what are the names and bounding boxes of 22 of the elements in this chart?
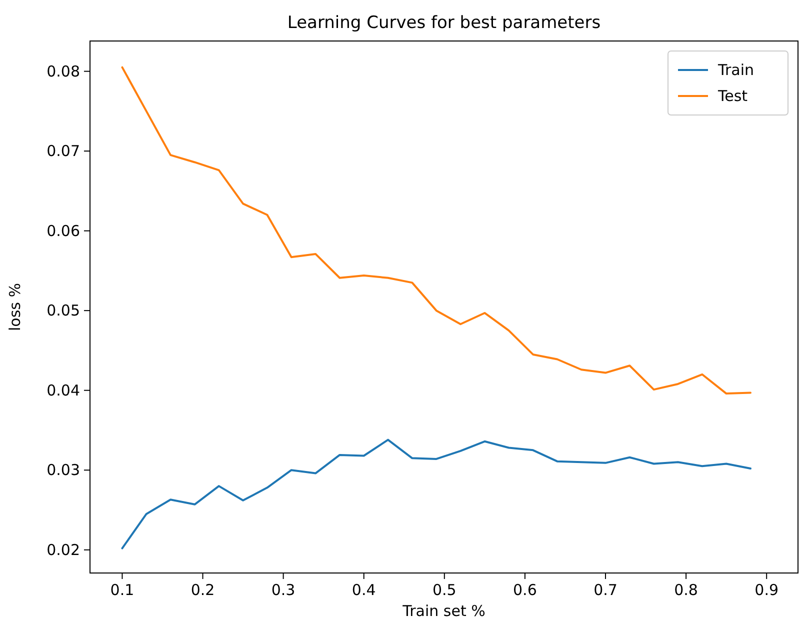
y-tick-label: 0.06 — [46, 222, 80, 240]
legend-label: Train — [717, 61, 754, 79]
legend-label: Test — [717, 87, 748, 105]
x-tick-label: 0.3 — [271, 581, 296, 599]
y-tick-label: 0.05 — [46, 302, 80, 320]
line-series — [121, 438, 752, 550]
y-tick-label: 0.07 — [46, 142, 80, 160]
chart-title: Learning Curves for best parameters — [287, 13, 601, 33]
x-tick-label: 0.4 — [352, 581, 376, 599]
x-tick-label: 0.1 — [110, 581, 134, 599]
y-tick-label: 0.08 — [46, 62, 80, 80]
x-axis-title: Train set % — [402, 602, 486, 620]
x-tick-label: 0.2 — [190, 581, 215, 599]
y-tick-label: 0.04 — [46, 381, 80, 400]
y-tick-label: 0.02 — [46, 540, 80, 559]
x-tick-label: 0.6 — [513, 581, 537, 599]
x-tick-label: 0.8 — [674, 581, 698, 599]
x-tick-label: 0.7 — [594, 581, 618, 599]
x-tick-label: 0.5 — [432, 581, 456, 599]
x-tick-label: 0.9 — [754, 581, 779, 599]
y-tick-label: 0.03 — [46, 461, 80, 480]
y-axis-title: loss % — [6, 283, 24, 331]
